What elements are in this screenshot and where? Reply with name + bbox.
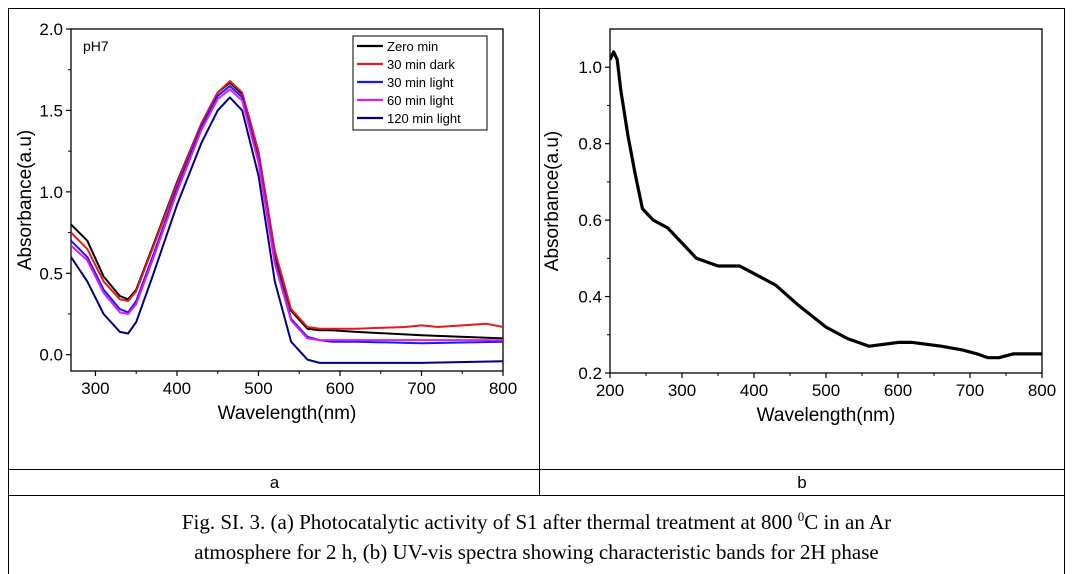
chart-b-xtick-label: 200 [596, 381, 624, 400]
caption-cell: Fig. SI. 3. (a) Photocatalytic activity … [8, 495, 1065, 574]
panel-b-label-cell: b [539, 469, 1065, 496]
chart-a-legend-label-3: 30 min light [387, 75, 454, 90]
chart-b-xlabel: Wavelength(nm) [757, 405, 896, 426]
panel-a-cell: 300 400 500 600 700 800 0.0 0.5 1.0 1.5 2.0 Wavelen… [8, 8, 540, 470]
chart-a-plot-frame [70, 28, 504, 372]
chart-b-ytick-label: 1.0 [578, 58, 602, 77]
chart-a-legend-label-4: 60 min light [387, 93, 454, 108]
caption-degree-sup: 0 [797, 509, 805, 524]
chart-b-xtick-label: 600 [884, 381, 912, 400]
chart-b-xtick-label: 500 [812, 381, 840, 400]
chart-a-series-line-4 [71, 88, 503, 342]
chart-a-xtick-label: 600 [326, 379, 354, 398]
chart-a-xtick-label: 800 [489, 379, 517, 398]
chart-b-xtick-label: 800 [1028, 381, 1056, 400]
chart-a-legend-label-5: 120 min light [387, 111, 461, 126]
panel-b-label: b [797, 473, 807, 492]
chart-b-ytick-label: 0.2 [578, 364, 602, 383]
chart-a-xtick-label: 400 [163, 379, 191, 398]
caption-line2-text: atmosphere for 2 h, (b) UV-vis spectra s… [194, 540, 879, 564]
chart-a-ytick-label: 1.5 [39, 101, 63, 120]
chart-a-xtick-label: 700 [407, 379, 435, 398]
panel-a-label-cell: a [8, 469, 540, 496]
chart-a-series-line-2 [71, 80, 503, 330]
caption-line1-end: C in an Ar [804, 510, 892, 534]
chart-a-xtick-label: 500 [244, 379, 272, 398]
panel-a-label: a [269, 473, 280, 492]
chart-a-series-line-1 [71, 81, 503, 340]
chart-a: 300 400 500 600 700 800 0.0 0.5 1.0 1.5 2.0 Wavelen… [15, 20, 517, 424]
chart-b-plot-frame [609, 28, 1043, 374]
chart-b-ytick-label: 0.6 [578, 211, 602, 230]
chart-a-xlabel: Wavelength(nm) [218, 403, 357, 424]
chart-b-ytick-label: 0.4 [578, 288, 602, 307]
chart-a-ytick-label: 0.0 [39, 346, 63, 365]
chart-b-ylabel: Absorbance(a.u) [542, 131, 563, 271]
panel-b-cell: 200 300 400 500 600 700 800 0.2 0.4 0.6 0.8 1.0 Wave… [539, 8, 1065, 470]
chart-b-xtick-label: 700 [956, 381, 984, 400]
chart-a-series-line-5 [71, 96, 503, 364]
chart-b-xtick-label: 300 [668, 381, 696, 400]
chart-a-annotation: pH7 [83, 38, 109, 54]
chart-a-legend-label-2: 30 min dark [387, 57, 455, 72]
chart-a-ylabel: Absorbance(a.u) [15, 130, 36, 270]
caption-line1-text: Fig. SI. 3. (a) Photocatalytic activity … [181, 510, 798, 534]
chart-a-ytick-label: 0.5 [39, 264, 63, 283]
chart-b-ytick-label: 0.8 [578, 135, 602, 154]
chart-b: 200 300 400 500 600 700 800 0.2 0.4 0.6 0.8 1.0 Wave… [542, 28, 1056, 426]
chart-a-series-line-3 [71, 85, 503, 345]
chart-a-ytick-label: 2.0 [39, 20, 63, 39]
chart-a-xtick-label: 300 [81, 379, 109, 398]
chart-a-ytick-label: 1.0 [39, 183, 63, 202]
chart-b-series-line-1 [610, 50, 1042, 360]
chart-a-legend-label-1: Zero min [387, 39, 438, 54]
chart-b-xtick-label: 400 [740, 381, 768, 400]
figure-caption: Fig. SI. 3. (a) Photocatalytic activity … [9, 502, 1064, 567]
